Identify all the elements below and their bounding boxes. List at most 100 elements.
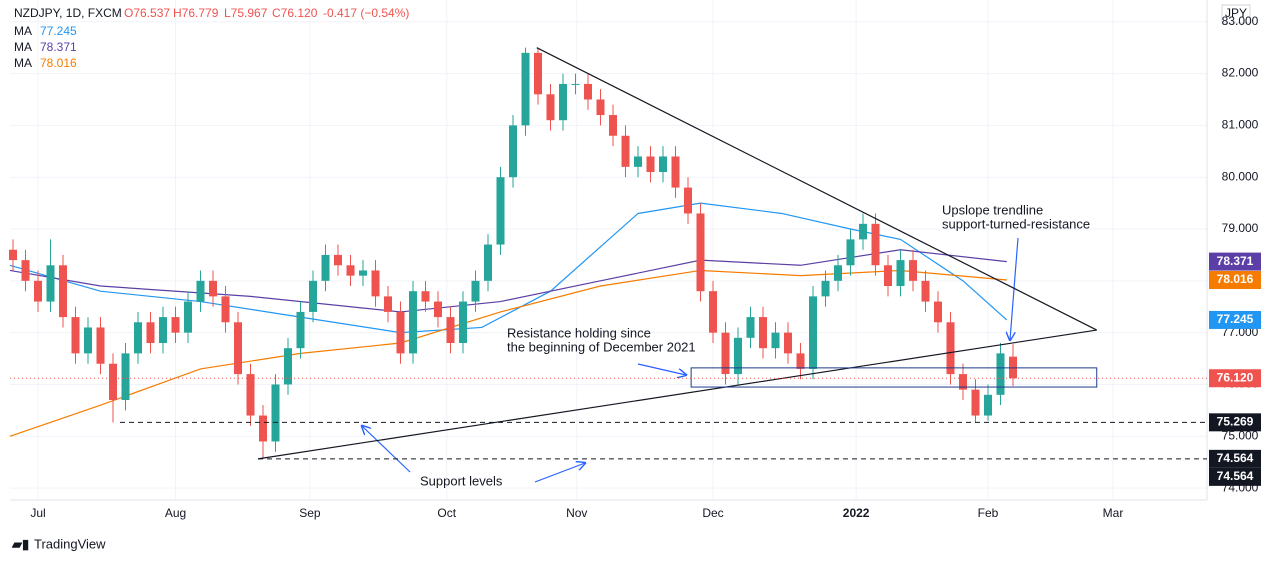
high: H76.779 <box>173 6 219 20</box>
arrow <box>362 426 411 473</box>
moving-average <box>9 269 1007 437</box>
annotation: Resistance holding since <box>507 325 651 340</box>
price-badge <box>1209 467 1261 486</box>
candle-body <box>871 223 880 266</box>
candle-body <box>109 363 117 400</box>
close: C76.120 <box>272 6 318 20</box>
candle-body <box>646 156 655 173</box>
candle-body <box>146 322 155 344</box>
candle-body <box>209 280 217 297</box>
x-tick-label: 2022 <box>843 506 870 520</box>
x-tick-label: Sep <box>299 506 321 520</box>
candle-body <box>796 353 805 369</box>
candle-body <box>59 265 67 318</box>
currency-box[interactable] <box>1221 4 1251 24</box>
candle-body <box>809 296 817 369</box>
candle-body <box>84 327 92 354</box>
candle-body <box>846 239 855 266</box>
candle-body <box>884 265 892 287</box>
candle-body <box>246 374 255 416</box>
legend: NZDJPY, 1D, FXCM O76.537 H76.779 L75.967… <box>14 6 409 20</box>
candle-body <box>71 317 80 354</box>
candle-body <box>309 280 317 312</box>
candle-body <box>21 260 30 281</box>
candle-body <box>509 125 517 178</box>
ma-value: 78.371 <box>40 40 77 54</box>
candle-body <box>909 260 917 281</box>
candle-body <box>46 265 55 302</box>
ma-name: MA <box>14 40 32 54</box>
candle-body <box>396 311 405 354</box>
trendline <box>257 329 1097 460</box>
x-tick-label: Feb <box>978 506 999 520</box>
open: O76.537 <box>124 6 170 20</box>
candle-body <box>334 254 342 266</box>
annotation: the beginning of December 2021 <box>507 339 696 354</box>
ma-name: MA <box>14 56 32 70</box>
candle-body <box>696 213 705 292</box>
change: -0.417 (−0.54%) <box>323 6 409 20</box>
arrow <box>1010 237 1019 340</box>
candle-body <box>359 270 367 276</box>
ma-value: 78.016 <box>40 56 77 70</box>
price-badge-label: 78.371 <box>1217 254 1254 268</box>
candle-body <box>834 265 842 281</box>
candle-body <box>634 156 642 167</box>
price-badge <box>1209 449 1261 468</box>
candle-body <box>584 83 592 100</box>
annotation: Upslope trendline <box>942 202 1043 217</box>
candle-body <box>96 327 105 364</box>
candle-body <box>259 415 267 442</box>
candle-body <box>196 280 205 302</box>
price-badge-label: 74.564 <box>1217 451 1254 465</box>
candle-body <box>496 177 505 245</box>
candle-body <box>596 99 605 116</box>
candle-body <box>746 317 755 338</box>
brand-logo: ▰▮ <box>11 536 29 551</box>
y-tick-label: 79.000 <box>1222 221 1259 235</box>
candle-body <box>409 291 417 354</box>
candle-body <box>996 353 1005 395</box>
x-tick-label: Oct <box>437 506 456 520</box>
candle-body <box>434 301 442 318</box>
candle-body <box>934 301 942 323</box>
candle-body <box>9 249 17 261</box>
candle-body <box>771 332 780 349</box>
annotation-arrows <box>362 237 1019 483</box>
candle-body <box>134 322 142 354</box>
candle-body <box>721 332 730 375</box>
arrow <box>637 363 686 375</box>
candle-body <box>671 156 680 188</box>
candle-body <box>759 317 767 349</box>
low: L75.967 <box>224 6 268 20</box>
annotation: support-turned-resistance <box>942 216 1090 231</box>
candle-body <box>221 296 230 323</box>
candle-body <box>709 291 717 333</box>
candle-body <box>684 187 692 214</box>
candle-body <box>321 254 330 281</box>
candle-body <box>859 223 867 240</box>
candle-body <box>384 296 392 312</box>
candle-body <box>159 317 167 344</box>
moving-average <box>9 202 1008 334</box>
candle-body <box>184 301 192 333</box>
candle-body <box>609 115 617 136</box>
symbol: NZDJPY, 1D, FXCM <box>14 6 122 20</box>
price-badge <box>1209 271 1261 289</box>
candle-body <box>984 394 992 416</box>
candle-body <box>421 291 430 302</box>
price-badge <box>1209 413 1261 432</box>
candle-body <box>234 322 242 375</box>
price-badge-label: 78.016 <box>1217 272 1254 286</box>
x-tick-label: Aug <box>165 506 186 520</box>
candle-body <box>284 348 292 385</box>
y-tick-label: 81.000 <box>1222 118 1259 132</box>
candle-body <box>296 311 305 349</box>
candle-body <box>571 83 580 85</box>
candle-body <box>459 301 467 344</box>
ma-name: MA <box>14 24 32 38</box>
candle-body <box>34 280 42 302</box>
candle-body <box>896 260 905 287</box>
y-tick-label: 75.000 <box>1222 428 1259 442</box>
ma-value: 77.245 <box>40 24 77 38</box>
